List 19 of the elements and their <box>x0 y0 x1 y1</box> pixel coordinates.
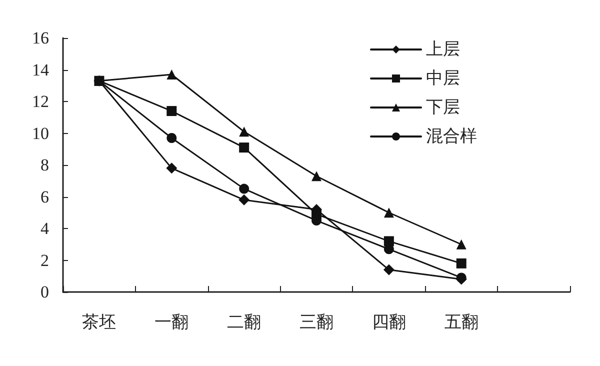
x-tick-label: 四翻 <box>372 312 406 332</box>
legend-label: 中层 <box>426 68 460 88</box>
y-tick-label: 6 <box>40 187 49 206</box>
x-tick-label: 二翻 <box>227 312 262 332</box>
x-tick-label: 茶坯 <box>82 312 116 332</box>
x-tick-label: 三翻 <box>300 312 334 332</box>
y-tick-label: 2 <box>40 250 49 270</box>
y-tick-label: 10 <box>32 124 49 143</box>
legend-label: 下层 <box>426 98 460 118</box>
y-tick-label: 14 <box>32 60 50 80</box>
y-tick-label: 16 <box>32 28 49 48</box>
legend-label: 混合样 <box>426 126 477 146</box>
y-tick-label: 8 <box>40 156 49 174</box>
legend-label: 上层 <box>426 40 460 60</box>
y-tick-label: 4 <box>40 219 50 238</box>
x-tick-label: 一翻 <box>154 312 189 332</box>
y-tick-label: 12 <box>32 92 49 111</box>
y-tick-label: 0 <box>40 282 49 302</box>
x-tick-label: 五翻 <box>444 312 478 332</box>
